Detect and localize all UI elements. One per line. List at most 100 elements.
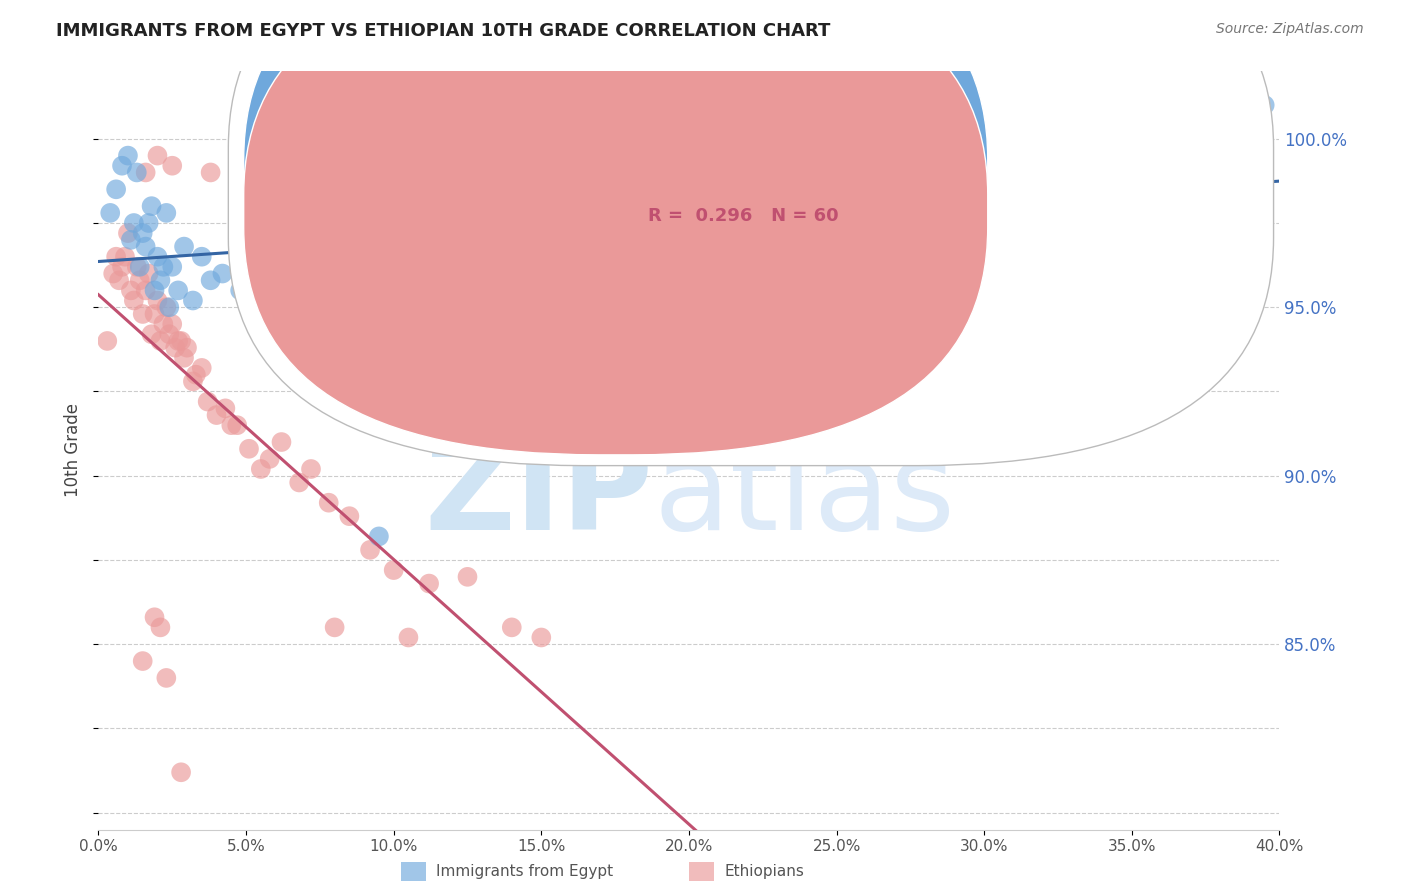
Text: Immigrants from Egypt: Immigrants from Egypt — [436, 864, 613, 879]
Text: IMMIGRANTS FROM EGYPT VS ETHIOPIAN 10TH GRADE CORRELATION CHART: IMMIGRANTS FROM EGYPT VS ETHIOPIAN 10TH … — [56, 22, 831, 40]
Point — [146, 250, 169, 264]
Point — [155, 671, 177, 685]
Y-axis label: 10th Grade: 10th Grade — [65, 403, 83, 498]
Point — [105, 182, 128, 196]
Point — [141, 199, 163, 213]
Point — [125, 260, 148, 274]
Point — [382, 563, 405, 577]
Point — [737, 233, 759, 247]
FancyBboxPatch shape — [243, 0, 988, 455]
Point — [152, 317, 174, 331]
Point — [108, 273, 131, 287]
Point — [318, 496, 340, 510]
Point — [120, 233, 142, 247]
Point — [299, 250, 322, 264]
Point — [323, 620, 346, 634]
Point — [135, 165, 157, 179]
Point — [170, 334, 193, 348]
Point — [197, 394, 219, 409]
Point — [1254, 98, 1277, 112]
Point — [240, 226, 263, 240]
Point — [132, 226, 155, 240]
Point — [181, 375, 204, 389]
Point — [530, 250, 553, 264]
Point — [259, 267, 281, 281]
Point — [184, 368, 207, 382]
Point — [135, 284, 157, 298]
Point — [105, 250, 128, 264]
Point — [441, 233, 464, 247]
Point — [157, 327, 180, 342]
Text: R = 0.400   N = 40: R = 0.400 N = 40 — [648, 165, 832, 183]
Point — [141, 327, 163, 342]
Point — [181, 293, 204, 308]
Point — [259, 451, 281, 466]
Point — [146, 148, 169, 162]
Point — [339, 509, 361, 524]
Point — [191, 250, 214, 264]
Point — [214, 401, 236, 416]
Point — [226, 418, 249, 433]
Point — [238, 442, 260, 456]
Point — [149, 620, 172, 634]
Point — [128, 260, 150, 274]
Point — [125, 165, 148, 179]
Point — [250, 462, 273, 476]
Point — [152, 260, 174, 274]
Point — [221, 418, 243, 433]
Point — [368, 529, 391, 543]
Point — [167, 334, 190, 348]
Point — [211, 267, 233, 281]
Point — [167, 284, 190, 298]
FancyBboxPatch shape — [228, 0, 1274, 466]
Point — [359, 542, 381, 557]
Point — [619, 216, 641, 230]
Point — [157, 300, 180, 314]
Point — [162, 159, 183, 173]
Point — [96, 334, 118, 348]
Point — [98, 206, 121, 220]
Point — [132, 654, 155, 668]
Point — [122, 216, 145, 230]
Point — [155, 300, 177, 314]
Point — [191, 360, 214, 375]
Point — [117, 226, 139, 240]
Point — [270, 435, 292, 450]
Point — [114, 250, 136, 264]
Point — [299, 462, 322, 476]
Point — [170, 765, 193, 780]
Point — [143, 284, 166, 298]
Point — [229, 284, 252, 298]
Point — [418, 576, 440, 591]
Point — [149, 334, 172, 348]
Point — [122, 293, 145, 308]
Point — [1121, 115, 1143, 129]
Point — [173, 239, 195, 253]
Point — [530, 631, 553, 645]
Point — [120, 284, 142, 298]
Point — [111, 260, 134, 274]
Point — [200, 165, 222, 179]
Point — [143, 307, 166, 321]
Point — [457, 570, 479, 584]
Point — [138, 267, 160, 281]
Point — [111, 159, 134, 173]
Point — [914, 226, 936, 240]
Point — [132, 307, 155, 321]
Point — [128, 273, 150, 287]
Point — [412, 239, 434, 253]
Point — [146, 293, 169, 308]
Point — [280, 273, 302, 287]
Point — [339, 293, 361, 308]
Text: ZIP: ZIP — [425, 435, 654, 557]
Point — [103, 267, 125, 281]
Point — [205, 408, 228, 422]
Point — [117, 148, 139, 162]
Text: atlas: atlas — [654, 435, 956, 557]
Point — [165, 341, 187, 355]
Point — [398, 631, 420, 645]
Text: R =  0.296   N = 60: R = 0.296 N = 60 — [648, 207, 838, 225]
Point — [288, 475, 311, 490]
Point — [135, 239, 157, 253]
Text: Source: ZipAtlas.com: Source: ZipAtlas.com — [1216, 22, 1364, 37]
